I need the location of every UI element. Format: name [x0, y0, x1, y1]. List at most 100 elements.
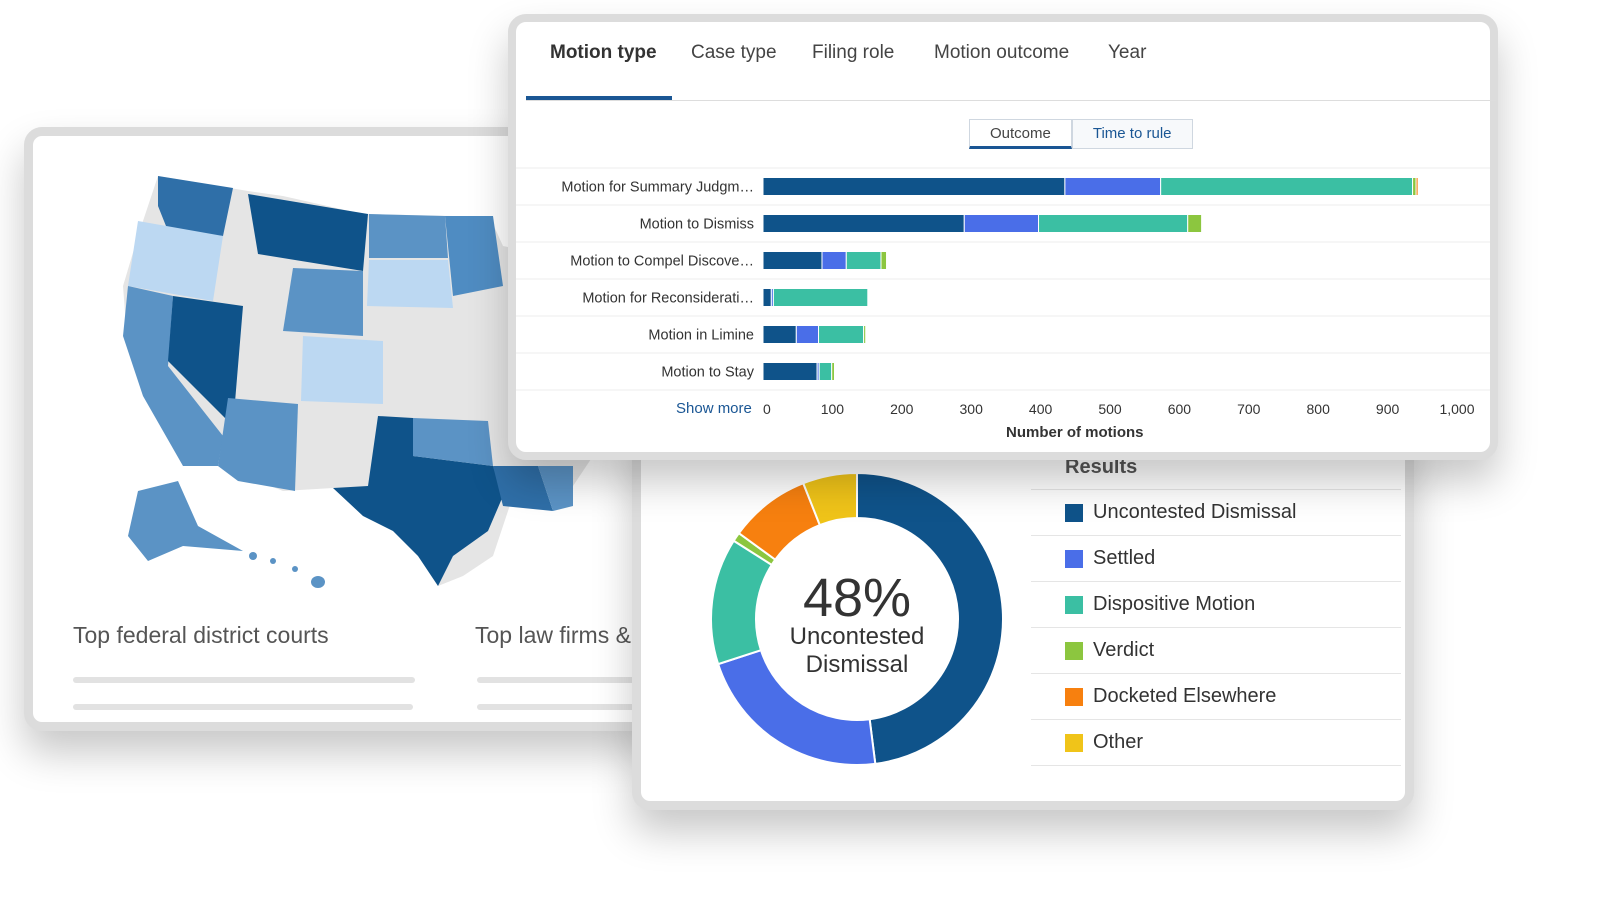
- map-region-ca[interactable]: [123, 286, 223, 466]
- legend-swatch: [1065, 595, 1083, 614]
- bar-segment[interactable]: [762, 214, 965, 233]
- bar-segment[interactable]: [762, 177, 1066, 196]
- map-region-wa[interactable]: [158, 176, 233, 236]
- map-region-ms[interactable]: [538, 466, 573, 511]
- map-region-sd[interactable]: [367, 260, 453, 308]
- us-choropleth-map[interactable]: [33, 136, 655, 722]
- map-region-mn[interactable]: [445, 216, 503, 296]
- map-region-or[interactable]: [128, 221, 223, 301]
- category-label[interactable]: Motion to Dismiss: [640, 217, 754, 233]
- map-region-hi-4[interactable]: [311, 576, 325, 588]
- legend-label: Uncontested Dismissal: [1093, 501, 1297, 523]
- legend-swatch: [1065, 733, 1083, 752]
- map-region-nv[interactable]: [168, 296, 243, 426]
- show-more-link[interactable]: Show more: [676, 400, 752, 417]
- tab-year[interactable]: Year: [1108, 42, 1147, 63]
- bar-segment[interactable]: [772, 288, 869, 307]
- legend-label: Settled: [1093, 547, 1156, 569]
- top-law-firms-title: Top law firms &: [475, 622, 631, 648]
- x-tick-label: 400: [1029, 401, 1053, 417]
- donut-center-value: 48%: [802, 568, 912, 628]
- donut-center-label: Uncontested Dismissal: [789, 623, 925, 678]
- map-region-hi-2[interactable]: [270, 558, 276, 564]
- top-district-courts-title: Top federal district courts: [73, 622, 329, 648]
- skeleton-line: [477, 677, 637, 683]
- x-tick-label: 0: [763, 401, 771, 417]
- legend-swatch: [1065, 687, 1083, 706]
- category-label[interactable]: Motion to Stay: [661, 365, 754, 381]
- map-region-ak[interactable]: [128, 481, 243, 561]
- legend-label: Docketed Elsewhere: [1093, 685, 1277, 707]
- time-to-rule-toggle-button[interactable]: Time to rule: [1071, 119, 1193, 149]
- bar-segment[interactable]: [821, 251, 847, 270]
- x-tick-label: 100: [821, 401, 845, 417]
- x-tick-label: 300: [960, 401, 984, 417]
- bar-segment[interactable]: [1187, 214, 1203, 233]
- bar-segment[interactable]: [818, 325, 865, 344]
- bar-segment[interactable]: [762, 325, 797, 344]
- map-region-tx[interactable]: [333, 416, 503, 586]
- results-legend: Results Uncontested Dismissal Settled Disp…: [1031, 449, 1401, 766]
- bar-segment[interactable]: [845, 251, 882, 270]
- map-region-nd[interactable]: [369, 214, 448, 258]
- motion-type-bar-chart: Motion for Summary Judgm… Motion to Dismi…: [516, 167, 1490, 417]
- bar-segment[interactable]: [963, 214, 1040, 233]
- map-region-hi-3[interactable]: [292, 566, 298, 572]
- results-donut-chart[interactable]: [687, 459, 1027, 799]
- legend-item[interactable]: Settled: [1031, 536, 1401, 582]
- x-tick-label: 200: [890, 401, 914, 417]
- legend-title: Results: [1031, 449, 1401, 490]
- active-tab-indicator: [526, 96, 672, 100]
- bar-segment[interactable]: [1415, 177, 1419, 196]
- category-label[interactable]: Motion for Reconsiderati…: [582, 291, 754, 307]
- legend-item[interactable]: Verdict: [1031, 628, 1401, 674]
- legend-item[interactable]: Dispositive Motion: [1031, 582, 1401, 628]
- legend-item[interactable]: Docketed Elsewhere: [1031, 674, 1401, 720]
- map-region-ok[interactable]: [413, 418, 493, 466]
- category-label[interactable]: Motion for Summary Judgm…: [561, 180, 754, 196]
- x-axis-label: Number of motions: [1006, 424, 1144, 441]
- map-region-mt[interactable]: [248, 194, 368, 271]
- legend-label: Verdict: [1093, 639, 1155, 661]
- x-tick-label: 800: [1307, 401, 1331, 417]
- skeleton-line: [73, 704, 413, 710]
- bar-segment[interactable]: [762, 288, 772, 307]
- x-tick-label: 500: [1098, 401, 1122, 417]
- legend-swatch: [1065, 641, 1083, 660]
- legend-item[interactable]: Uncontested Dismissal: [1031, 490, 1401, 536]
- bar-segment[interactable]: [762, 251, 823, 270]
- bar-segment[interactable]: [831, 362, 835, 381]
- bar-segment[interactable]: [1412, 177, 1417, 196]
- legend-swatch: [1065, 503, 1083, 522]
- view-toggle: Outcome Time to rule: [969, 119, 1193, 149]
- legend-label: Other: [1093, 731, 1144, 753]
- bar-segment[interactable]: [762, 362, 818, 381]
- legend-item[interactable]: Other: [1031, 720, 1401, 766]
- tab-motion-outcome[interactable]: Motion outcome: [934, 42, 1070, 63]
- bar-segment[interactable]: [880, 251, 888, 270]
- outcome-toggle-button[interactable]: Outcome: [969, 119, 1072, 149]
- map-region-az[interactable]: [218, 398, 298, 491]
- map-region-wy[interactable]: [283, 268, 363, 336]
- bar-segment[interactable]: [1038, 214, 1189, 233]
- bar-segment[interactable]: [818, 362, 833, 381]
- category-label[interactable]: Motion to Compel Discove…: [570, 254, 754, 270]
- legend-label: Dispositive Motion: [1093, 593, 1256, 615]
- bar-segment[interactable]: [863, 325, 867, 344]
- motion-breakdown-card: Motion type Case type Filing role Motion…: [508, 14, 1498, 460]
- bar-segment[interactable]: [795, 325, 820, 344]
- bar-segment[interactable]: [1064, 177, 1162, 196]
- tab-case-type[interactable]: Case type: [691, 42, 777, 63]
- map-region-co[interactable]: [301, 336, 383, 404]
- bar-segment[interactable]: [1160, 177, 1414, 196]
- donut-slice[interactable]: [856, 471, 1004, 765]
- results-donut-card: 48% Uncontested Dismissal Results Uncont…: [632, 418, 1414, 810]
- tab-filing-role[interactable]: Filing role: [812, 42, 895, 63]
- category-label[interactable]: Motion in Limine: [648, 328, 754, 344]
- map-region-hi-1[interactable]: [249, 552, 257, 560]
- donut-slice[interactable]: [801, 471, 858, 527]
- x-tick-label: 900: [1376, 401, 1400, 417]
- x-tick-label: 600: [1168, 401, 1192, 417]
- tab-motion-type[interactable]: Motion type: [550, 42, 657, 63]
- map-region-la[interactable]: [493, 466, 553, 511]
